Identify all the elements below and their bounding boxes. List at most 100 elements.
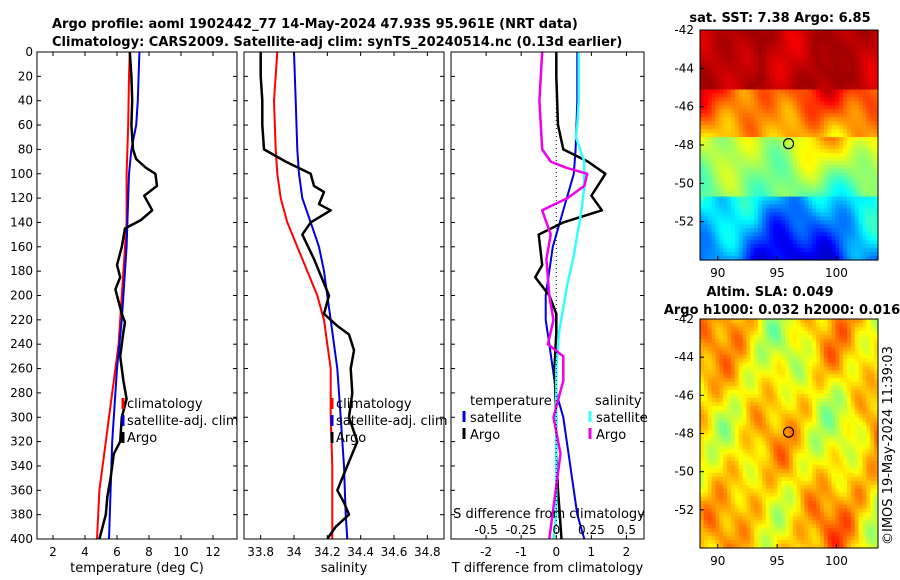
map-cell xyxy=(792,350,798,356)
map-cell xyxy=(789,37,794,43)
map-cell xyxy=(730,465,736,470)
map-cell xyxy=(730,437,736,442)
map-cell xyxy=(773,334,778,340)
map-cell xyxy=(816,429,821,435)
map-cell xyxy=(769,319,775,324)
map-cell xyxy=(727,366,732,371)
map-cell xyxy=(769,188,775,194)
map-cell xyxy=(773,176,778,182)
map-cell xyxy=(804,386,809,391)
map-cell xyxy=(765,528,771,533)
map-cell xyxy=(750,45,755,51)
map-cell xyxy=(719,445,724,450)
map-cell xyxy=(750,180,755,186)
map-cell xyxy=(827,441,833,446)
map-cell xyxy=(858,152,864,158)
map-cell xyxy=(847,141,852,146)
map-cell xyxy=(742,417,748,423)
map-cell xyxy=(758,236,763,241)
map-cell xyxy=(761,73,767,79)
map-cell xyxy=(719,413,724,419)
map-cell xyxy=(777,176,782,182)
map-cell xyxy=(858,30,864,35)
map-cell xyxy=(808,61,813,67)
map-cell xyxy=(804,156,809,162)
map-cell xyxy=(769,437,775,442)
map-cell xyxy=(792,465,798,470)
map-cell xyxy=(827,61,833,67)
map-cell xyxy=(700,93,705,99)
map-cell xyxy=(715,401,720,407)
map-cell xyxy=(738,322,744,328)
map-cell xyxy=(816,37,821,43)
map-cell xyxy=(835,85,840,91)
map-cell xyxy=(773,480,778,486)
map-cell xyxy=(796,496,802,502)
map-cell xyxy=(823,232,829,237)
map-cell xyxy=(874,49,879,55)
map-cell xyxy=(850,105,856,110)
map-cell xyxy=(738,536,744,541)
map-cell xyxy=(719,196,724,202)
map-cell xyxy=(742,540,748,545)
map-cell xyxy=(785,536,790,541)
map-cell xyxy=(707,30,713,35)
map-cell xyxy=(792,81,798,87)
map-cell xyxy=(850,53,856,59)
map-cell xyxy=(742,326,748,332)
map-cell xyxy=(827,244,833,249)
map-cell xyxy=(761,421,767,427)
map-cell xyxy=(703,488,709,494)
map-cell xyxy=(866,41,871,47)
map-cell xyxy=(819,236,825,241)
map-cell xyxy=(789,117,794,122)
map-cell xyxy=(723,528,728,533)
map-cell xyxy=(730,457,736,462)
map-cell xyxy=(758,248,763,253)
map-cell xyxy=(758,113,763,118)
map-cell xyxy=(847,145,852,150)
map-cell xyxy=(796,133,802,138)
map-cell xyxy=(816,433,821,439)
map-cell xyxy=(723,228,728,233)
map-cell xyxy=(812,45,817,51)
map-cell xyxy=(866,81,871,87)
map-cell xyxy=(843,105,848,110)
map-cell xyxy=(823,390,829,395)
map-cell xyxy=(719,93,724,99)
map-cell xyxy=(831,172,837,178)
map-cell xyxy=(715,69,720,75)
map-cell xyxy=(700,409,705,415)
map-cell xyxy=(796,101,802,106)
map-cell xyxy=(785,77,790,83)
map-cell xyxy=(730,346,736,352)
map-cell xyxy=(789,81,794,87)
map-cell xyxy=(792,504,798,510)
map-cell xyxy=(734,425,740,431)
map-cell xyxy=(847,148,852,154)
map-cell xyxy=(862,196,867,202)
map-cell xyxy=(850,33,856,39)
map-cell xyxy=(835,212,840,217)
map-cell xyxy=(789,417,794,423)
map-cell xyxy=(758,45,763,51)
map-cell xyxy=(792,141,798,146)
map-cell xyxy=(742,156,748,162)
map-cell xyxy=(730,37,736,43)
map-cell xyxy=(707,141,713,146)
map-cell xyxy=(769,326,775,332)
map-cell xyxy=(823,125,829,130)
legend-label: satellite-adj. clim xyxy=(127,414,239,429)
map-cell xyxy=(781,512,786,518)
map-cell xyxy=(746,101,751,106)
map-cell xyxy=(808,129,813,134)
map-cell xyxy=(792,378,798,383)
map-cell xyxy=(870,125,875,130)
map-cell xyxy=(761,117,767,122)
map-cell xyxy=(715,465,720,470)
map-cell xyxy=(808,346,813,352)
map-cell xyxy=(835,240,840,245)
map-cell xyxy=(703,362,709,367)
map-cell xyxy=(727,208,732,214)
map-cell xyxy=(819,476,825,482)
